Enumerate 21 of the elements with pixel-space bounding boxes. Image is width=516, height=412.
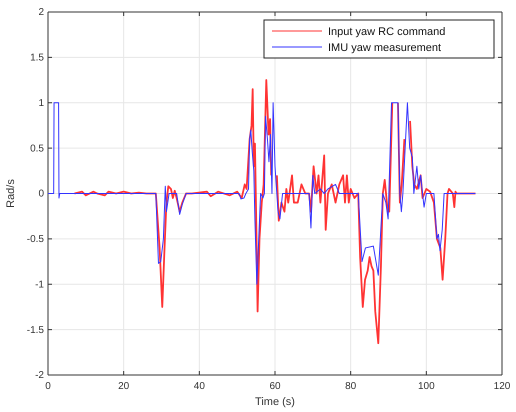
y-tick-label: -2 xyxy=(35,370,44,382)
y-tick-label: -1.5 xyxy=(26,324,44,336)
y-tick-label: 1 xyxy=(38,98,44,109)
x-tick-label: 20 xyxy=(118,381,130,392)
x-tick-label: 0 xyxy=(45,381,52,392)
x-tick-label: 80 xyxy=(345,381,357,392)
y-tick-label: 0.5 xyxy=(30,143,44,154)
legend-label: Input yaw RC command xyxy=(328,26,446,38)
legend-label: IMU yaw measurement xyxy=(328,42,442,54)
y-tick-label: 1.5 xyxy=(30,52,44,64)
y-axis-title: Rad/s xyxy=(5,178,17,208)
x-tick-label: 60 xyxy=(269,381,281,392)
y-tick-label: -1 xyxy=(35,279,44,290)
y-tick-label: -0.5 xyxy=(26,234,44,246)
x-axis-title: Time (s) xyxy=(255,396,295,408)
x-tick-label: 40 xyxy=(194,381,206,392)
line-series xyxy=(48,102,476,285)
x-tick-label: 100 xyxy=(418,381,436,392)
y-tick-label: 0 xyxy=(38,188,44,200)
x-tick-label: 120 xyxy=(494,381,511,392)
y-tick-label: 2 xyxy=(38,7,44,18)
